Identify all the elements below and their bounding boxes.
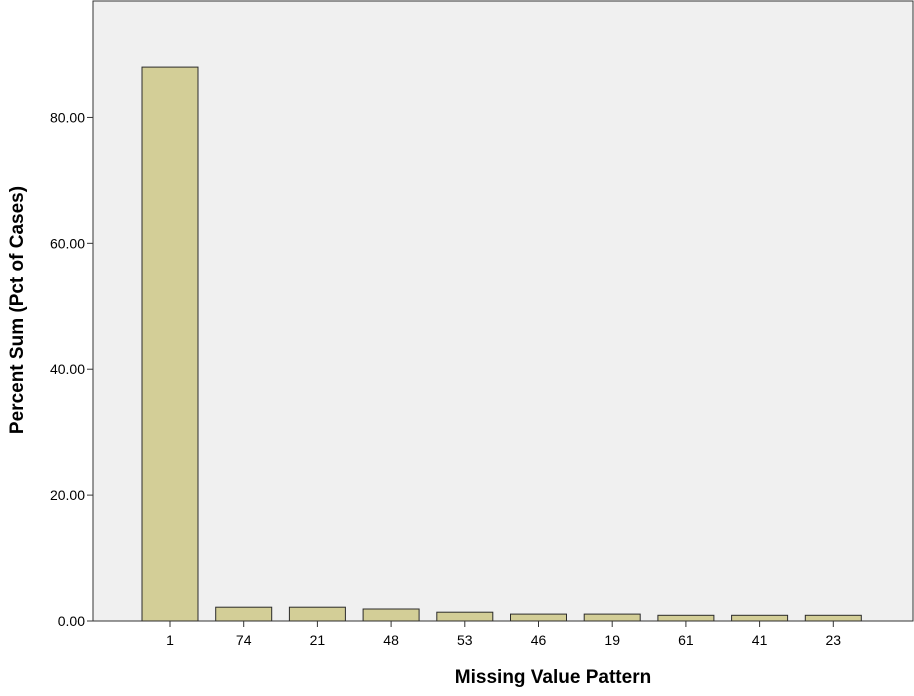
bar-53 <box>436 611 494 622</box>
plot-area <box>92 0 914 622</box>
x-tick-label: 61 <box>678 632 694 648</box>
x-axis-ticks: 1 74 21 48 53 46 19 61 41 23 <box>166 621 841 648</box>
x-tick-label: 53 <box>457 632 473 648</box>
x-tick-label: 46 <box>531 632 547 648</box>
x-tick-label: 19 <box>604 632 620 648</box>
x-tick-label: 74 <box>236 632 252 648</box>
bars-layer <box>141 66 862 622</box>
y-axis-ticks: 0.00 20.00 40.00 60.00 80.00 <box>50 109 93 629</box>
x-tick-label: 1 <box>166 632 174 648</box>
bar-41 <box>731 614 789 622</box>
x-tick-label: 41 <box>752 632 768 648</box>
y-tick-label: 20.00 <box>50 487 85 503</box>
bar-1 <box>141 66 199 622</box>
bar-74 <box>215 606 273 622</box>
y-axis-title: Percent Sum (Pct of Cases) <box>7 186 28 434</box>
bar-46 <box>510 613 567 622</box>
y-tick-label: 60.00 <box>50 235 85 251</box>
bar-23 <box>804 614 862 622</box>
bar-21 <box>288 606 346 622</box>
x-tick-label: 23 <box>826 632 842 648</box>
x-tick-label: 21 <box>310 632 326 648</box>
y-tick-label: 80.00 <box>50 109 85 125</box>
bar-48 <box>362 608 420 622</box>
bar-19 <box>583 613 641 622</box>
y-tick-label: 40.00 <box>50 361 85 377</box>
bar-61 <box>657 614 715 622</box>
x-tick-label: 48 <box>383 632 399 648</box>
x-axis-title: Missing Value Pattern <box>455 667 651 688</box>
y-tick-label: 0.00 <box>58 613 85 629</box>
